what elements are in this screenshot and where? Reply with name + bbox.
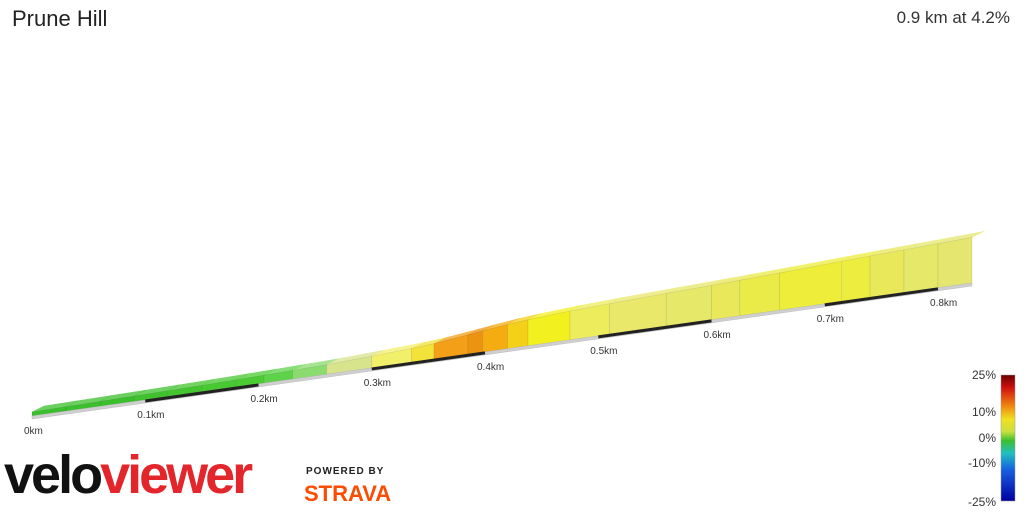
legend-label: 0%	[979, 431, 997, 445]
segment-13	[467, 330, 484, 355]
x-tick-label: 0.4km	[477, 362, 504, 373]
logo-velo-text: velo	[4, 445, 103, 505]
x-tick-label: 0.7km	[817, 314, 844, 325]
legend-color-bar	[1000, 374, 1016, 502]
segment-ridge	[937, 231, 985, 244]
legend-label: 10%	[972, 405, 996, 419]
profile-baseline	[31, 282, 973, 420]
legend-label: -25%	[968, 495, 996, 509]
x-axis-ticks: 0km 0.1km 0.2km 0.3km 0.4km 0.5km 0.6km 0.7km 0.…	[24, 298, 957, 437]
legend-label: -10%	[968, 456, 996, 470]
segment-25	[903, 243, 939, 293]
x-tick-label: 0km	[24, 426, 43, 437]
segment-21	[739, 272, 780, 317]
x-tick-label: 0.1km	[137, 410, 164, 421]
x-tick-label: 0.3km	[364, 378, 391, 389]
x-tick-label: 0.5km	[590, 346, 617, 357]
baseline-dark-segment-2	[598, 319, 712, 339]
segment-23	[841, 255, 871, 302]
legend-label: 25%	[972, 368, 996, 382]
climb-summary: 0.9 km at 4.2%	[896, 8, 1010, 27]
profile-segments	[31, 231, 985, 417]
segment-24	[869, 249, 905, 298]
gradient-legend: 25% 10% 0% -10% -25%	[968, 368, 1016, 509]
page-title: Prune Hill	[12, 6, 108, 31]
baseline-dark-segment-0	[145, 383, 259, 403]
x-tick-label: 0.6km	[704, 330, 731, 341]
baseline-dark-segment-1	[371, 351, 486, 371]
x-tick-label: 0.2km	[251, 394, 278, 405]
segment-15	[507, 319, 529, 350]
logo-viewer-text: viewer	[100, 445, 253, 505]
powered-by-label: POWERED BY	[306, 466, 385, 477]
strava-logo: STRAVA	[304, 481, 392, 506]
x-tick-label: 0.8km	[930, 298, 957, 309]
baseline-dark-segment-3	[824, 287, 939, 307]
segment-20	[711, 279, 741, 321]
segment-26	[937, 237, 973, 289]
veloviewer-logo: veloviewer	[4, 445, 253, 505]
